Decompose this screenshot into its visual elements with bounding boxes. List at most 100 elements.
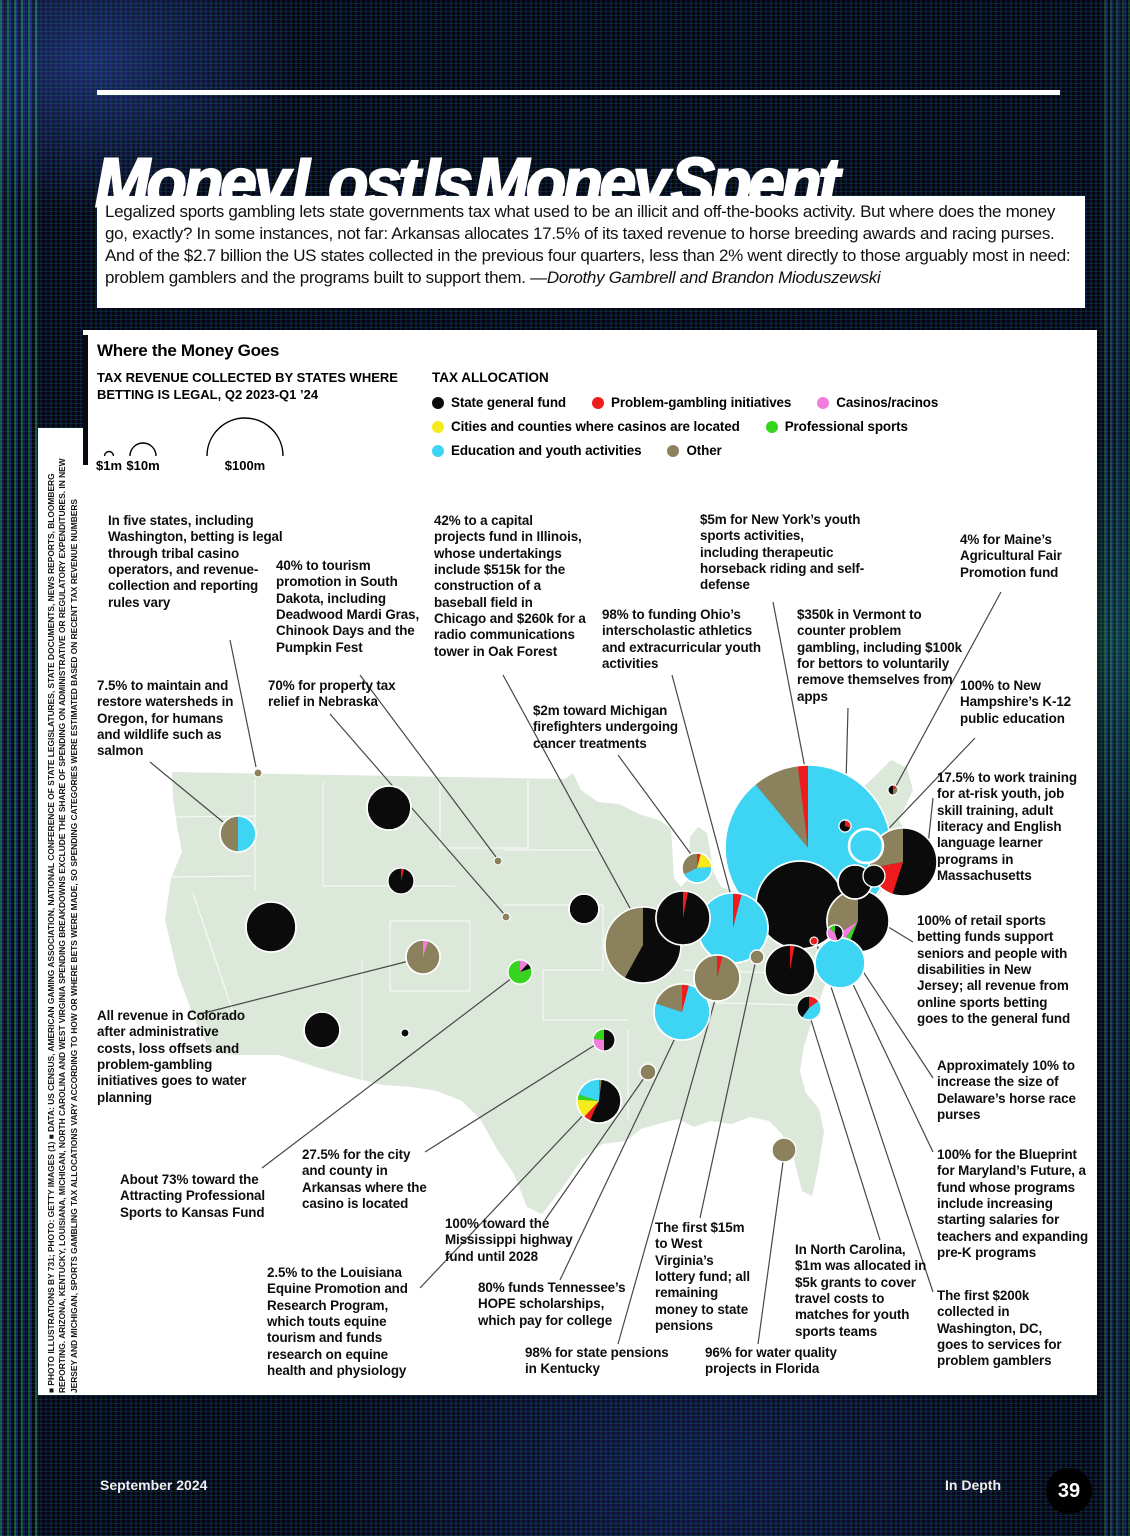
legend-item-casinos: Casinos/racinos <box>817 395 938 410</box>
map-annotation-new-jersey: 100% of retail sports betting funds supp… <box>917 913 1071 1027</box>
map-annotation-massachusetts: 17.5% to work training for at-risk youth… <box>937 770 1077 884</box>
legend-label: Casinos/racinos <box>836 395 939 410</box>
state-pie-maryland <box>814 937 866 989</box>
leader-line-west-virginia <box>699 963 756 1219</box>
leader-line-arkansas <box>424 1044 596 1153</box>
leader-line-ohio <box>671 674 732 897</box>
map-annotation-new-hampshire: 100% to New Hampshire’s K-12 public educ… <box>960 678 1072 726</box>
map-annotation-maryland: 100% for the Blueprint for Maryland’s Fu… <box>937 1147 1089 1261</box>
map-annotation-louisiana: 2.5% to the Louisiana Equine Promotion a… <box>267 1265 408 1379</box>
us-map <box>149 591 1002 1345</box>
legend-item-cities: Cities and counties where casinos are lo… <box>432 419 740 434</box>
leader-line-illinois <box>502 674 632 911</box>
legend-dot-general <box>432 396 444 409</box>
legend-dot-cities <box>432 420 444 433</box>
leader-line-oregon <box>149 761 224 823</box>
map-annotation-delaware: Approximately 10% to increase the size o… <box>937 1058 1076 1123</box>
leader-line-kentucky <box>617 999 716 1345</box>
legend-dot-other <box>667 444 680 457</box>
leader-line-five-states <box>229 639 257 768</box>
state-pie-florida <box>771 1137 797 1163</box>
state-pie-virginia <box>764 944 816 996</box>
bubble-size-legend: $1m $10m $100m <box>96 417 284 473</box>
state-pie-rhode-island <box>862 864 886 888</box>
chart-subtitle: TAX REVENUE COLLECTED BY STATES WHERE BE… <box>97 370 398 402</box>
intro-paragraph: Legalized sports gambling lets state gov… <box>105 201 1077 289</box>
legend-label: Cities and counties where casinos are lo… <box>451 419 740 434</box>
size-label: $10m <box>126 458 159 473</box>
right-glitch-border <box>1104 0 1130 1536</box>
leader-line-new-jersey <box>884 924 914 943</box>
legend-item-general: State general fund <box>432 395 566 410</box>
state-pie-north-carolina <box>796 995 822 1021</box>
state-pie-washington <box>253 768 263 778</box>
state-pie-west-virginia <box>749 949 765 965</box>
state-pie-south-dakota <box>493 856 503 866</box>
legend-label: State general fund <box>451 395 567 410</box>
leader-line-louisiana <box>419 1109 589 1289</box>
map-annotation-kansas: About 73% toward the Attracting Professi… <box>120 1172 266 1220</box>
state-pie-kansas <box>507 959 533 985</box>
map-annotation-oregon: 7.5% to maintain and restore watersheds … <box>97 678 234 759</box>
state-pie-tennessee <box>653 983 711 1041</box>
state-pie-michigan <box>681 852 713 884</box>
state-pie-delaware <box>826 924 844 942</box>
legend-item-education: Education and youth activities <box>432 443 642 458</box>
legend-label: Other <box>686 443 722 458</box>
intro-text: Legalized sports gambling lets state gov… <box>105 202 1071 288</box>
size-label: $1m <box>96 458 122 473</box>
legend-dot-education <box>432 444 444 457</box>
map-annotation-mississippi: 100% toward the Mississippi highway fund… <box>445 1216 573 1264</box>
legend-dot-sports <box>765 420 778 433</box>
state-pie-vermont <box>838 819 852 833</box>
state-pie-kentucky <box>693 954 741 1002</box>
state-pie-mississippi <box>639 1063 657 1081</box>
source-note: ■ PHOTO ILLUSTRATIONS BY 731; PHOTO: GET… <box>46 458 79 1393</box>
source-note-strip <box>38 428 85 1395</box>
map-annotation-kentucky: 98% for state pensions in Kentucky <box>525 1345 669 1377</box>
state-pie-montana <box>366 785 412 831</box>
map-annotation-maine: 4% for Maine’s Agricultural Fair Promoti… <box>960 532 1062 580</box>
map-annotation-tennessee: 80% funds Tennessee’s HOPE scholarships,… <box>478 1280 626 1328</box>
state-pie-colorado <box>405 939 441 975</box>
leader-line-nebraska <box>329 713 505 915</box>
map-annotation-arkansas: 27.5% for the city and county in Arkansa… <box>302 1147 427 1212</box>
legend-dot-casinos <box>817 396 830 409</box>
state-pie-nebraska <box>501 912 511 922</box>
state-pie-oregon <box>219 815 257 853</box>
leader-line-florida <box>757 1161 784 1345</box>
allocation-legend-row: State general fund Problem-gambling initi… <box>432 395 1072 410</box>
intro-byline: —Dorothy Gambrell and Brandon Mioduszews… <box>530 268 881 288</box>
leader-line-kansas <box>261 977 513 1169</box>
allocation-legend-row: Education and youth activities Other <box>432 443 1072 458</box>
state-pie-iowa <box>568 893 600 925</box>
legend-label: Professional sports <box>784 419 908 434</box>
map-annotation-nebraska: 70% for property tax relief in Nebraska <box>268 678 396 710</box>
leader-lines <box>149 591 1002 1345</box>
left-glitch-border <box>0 0 38 1536</box>
leader-line-new-hampshire <box>873 737 976 845</box>
map-annotation-illinois: 42% to a capital projects fund in Illino… <box>434 513 586 659</box>
map-annotation-new-york: $5m for New York’s youth sports activiti… <box>700 512 865 593</box>
leader-line-south-dakota <box>359 674 497 858</box>
allocation-legend: TAX ALLOCATION State general fund Problem… <box>432 370 1072 467</box>
leader-line-washington-dc <box>816 944 934 1293</box>
leader-line-maine <box>895 591 1002 787</box>
size-arc-$100m <box>206 417 284 457</box>
map-annotation-west-virginia: The first $15m to West Virginia’s lotter… <box>655 1220 751 1334</box>
intro-box: Legalized sports gambling lets state gov… <box>97 196 1085 308</box>
leader-line-tennessee <box>559 1035 677 1281</box>
leader-line-colorado <box>199 960 410 1015</box>
size-label: $100m <box>225 458 265 473</box>
legend-dot-problem <box>592 396 605 409</box>
state-pie-nevada <box>245 901 297 953</box>
map-annotation-ohio: 98% to funding Ohio’s interscholastic at… <box>602 607 761 672</box>
leader-line-maryland <box>849 977 934 1153</box>
state-pie-indiana <box>655 890 711 946</box>
size-arc-$1m <box>103 450 115 457</box>
map-annotation-florida: 96% for water quality projects in Florid… <box>705 1345 837 1377</box>
map-annotation-south-dakota: 40% to tourism promotion in South Dakota… <box>276 558 420 655</box>
state-pie-wyoming <box>387 867 415 895</box>
state-pies <box>219 764 938 1163</box>
map-annotation-washington-dc: The first $200k collected in Washington,… <box>937 1288 1062 1369</box>
